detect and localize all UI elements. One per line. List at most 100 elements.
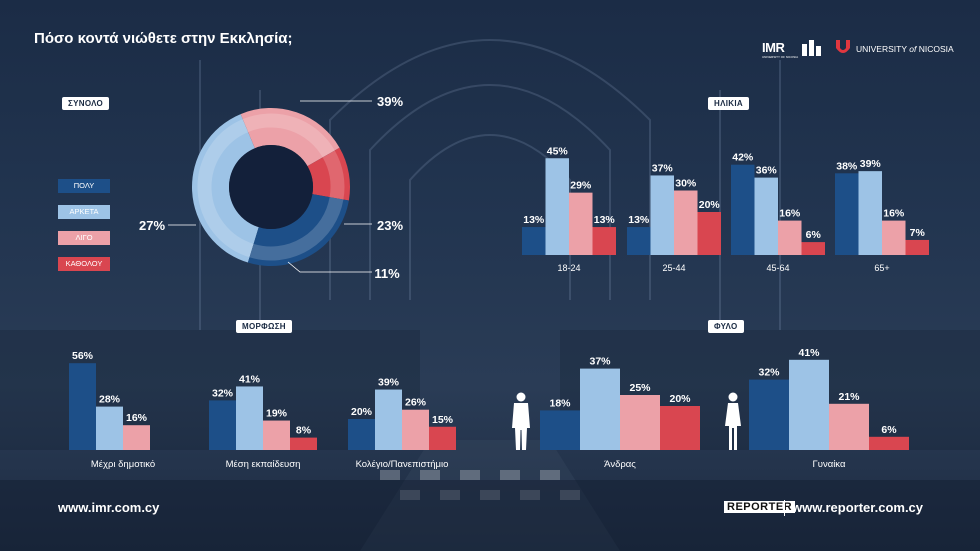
donut-slice-ΚΑΘΟΛΟΥ [307,147,350,201]
bar-value-label: 38% [836,160,858,172]
bar-ΑΡΚΕΤΑ [754,177,778,255]
bar-value-label: 36% [756,165,778,177]
bar-value-label: 45% [547,145,569,157]
bar-ΠΟΛΥ [69,363,96,450]
bar-ΑΡΚΕΤΑ [580,368,620,450]
bar-ΠΟΛΥ [540,410,580,450]
section-gender-label: ΦΥΛΟ [708,320,744,333]
donut-leader-line [287,261,372,273]
page-title: Πόσο κοντά νιώθετε στην Εκκλησία; [34,30,293,47]
bar-value-label: 26% [405,397,427,409]
bar-ΚΑΘΟΛΟΥ [592,227,616,255]
footer-reporter-url[interactable]: www.reporter.com.cy [792,500,924,515]
bar-ΑΡΚΕΤΑ [375,389,402,450]
bar-value-label: 8% [296,425,312,437]
bar-value-label: 37% [589,356,611,368]
donut-slice-ΑΡΚΕΤΑ [192,114,259,263]
imr-logo-text: IMR [762,40,785,55]
category-label: Γυναίκα [813,459,846,470]
imr-logo: IMR UNIVERSITY OF NICOSIA [762,39,798,59]
bar-ΠΟΛΥ [749,379,789,450]
bar-ΑΡΚΕΤΑ [650,175,674,255]
category-label: 18-24 [557,263,580,273]
bar-value-label: 56% [72,350,94,362]
bar-ΛΙΓΟ [569,192,593,255]
donut-value-label: 39% [377,94,403,109]
bar-ΛΙΓΟ [674,190,698,255]
bar-value-label: 25% [629,382,651,394]
bar-ΚΑΘΟΛΟΥ [697,212,721,255]
bar-value-label: 42% [732,152,754,164]
donut-slice-ΛΙΓΟ [240,107,340,167]
bar-ΠΟΛΥ [522,227,546,255]
bar-ΛΙΓΟ [829,403,869,450]
legend-ligo: ΛΙΓΟ [58,231,110,245]
donut-hole [229,145,313,229]
bar-value-label: 16% [779,208,801,220]
woman-icon-head [728,392,738,402]
footer-divider [784,500,785,516]
bar-ΑΡΚΕΤΑ [236,386,263,450]
category-label: Μέχρι δημοτικό [91,459,155,470]
imr-logo-sub: UNIVERSITY OF NICOSIA [762,55,799,59]
donut-inner-ring-ΠΟΛΥ [249,196,344,261]
category-label: 45-64 [766,263,789,273]
donut-value-label: 11% [374,266,400,281]
bar-ΠΟΛΥ [835,173,859,255]
uni-of: of [909,44,917,54]
bar-value-label: 6% [881,424,897,436]
man-icon-body [512,403,530,450]
bar-ΚΑΘΟΛΟΥ [801,242,825,255]
bar-ΠΟΛΥ [209,400,236,450]
bar-ΛΙΓΟ [263,420,290,450]
bar-ΛΙΓΟ [123,425,150,450]
woman-icon [725,392,741,450]
bar-ΑΡΚΕΤΑ [789,359,829,450]
category-label: Άνδρας [604,459,636,470]
bar-ΚΑΘΟΛΟΥ [290,437,317,450]
bar-value-label: 13% [628,214,650,226]
category-label: Κολέγιο/Πανεπιστήμιο [356,459,449,470]
bar-value-label: 15% [432,414,454,426]
bar-ΚΑΘΟΛΟΥ [869,436,909,450]
bar-ΛΙΓΟ [778,220,802,255]
bar-ΑΡΚΕΤΑ [96,406,123,450]
uni-city: NICOSIA [918,44,954,54]
category-label: 65+ [874,263,889,273]
donut-inner-ring-ΚΑΘΟΛΟΥ [322,150,345,200]
category-label: Μέση εκπαίδευση [226,459,301,470]
bar-ΑΡΚΕΤΑ [545,158,569,255]
donut-inner-ring-ΛΙΓΟ [242,113,335,158]
bar-value-label: 13% [594,214,616,226]
bar-value-label: 7% [910,227,926,239]
footer-imr-url[interactable]: www.imr.com.cy [58,500,160,515]
donut-slice-ΠΟΛΥ [247,194,349,266]
bar-ΠΟΛΥ [348,419,375,450]
bar-value-label: 6% [806,229,822,241]
bar-value-label: 39% [378,377,400,389]
bar-value-label: 41% [798,347,820,359]
bar-value-label: 21% [838,391,860,403]
bar-ΛΙΓΟ [402,409,429,450]
bar-ΛΙΓΟ [882,220,906,255]
legend-katholou: ΚΑΘΟΛΟΥ [58,257,110,271]
bar-value-label: 19% [266,408,288,420]
reporter-logo: REPORTER [724,501,796,513]
bar-value-label: 32% [758,367,780,379]
woman-icon-body [725,403,741,450]
donut-value-label: 27% [139,218,165,233]
bar-value-label: 16% [126,412,148,424]
bar-value-label: 28% [99,394,121,406]
bar-ΚΑΘΟΛΟΥ [660,406,700,450]
donut-inner-ring-ΑΡΚΕΤΑ [197,119,254,258]
uni-word: UNIVERSITY [856,44,907,54]
bar-value-label: 18% [549,397,571,409]
bar-ΠΟΛΥ [731,164,755,255]
bar-value-label: 37% [652,162,674,174]
section-age-label: ΗΛΙΚΙΑ [708,97,749,110]
category-label: 25-44 [662,263,685,273]
legend-arketa: ΑΡΚΕΤΑ [58,205,110,219]
bar-value-label: 30% [675,178,697,190]
bar-value-label: 20% [351,406,373,418]
